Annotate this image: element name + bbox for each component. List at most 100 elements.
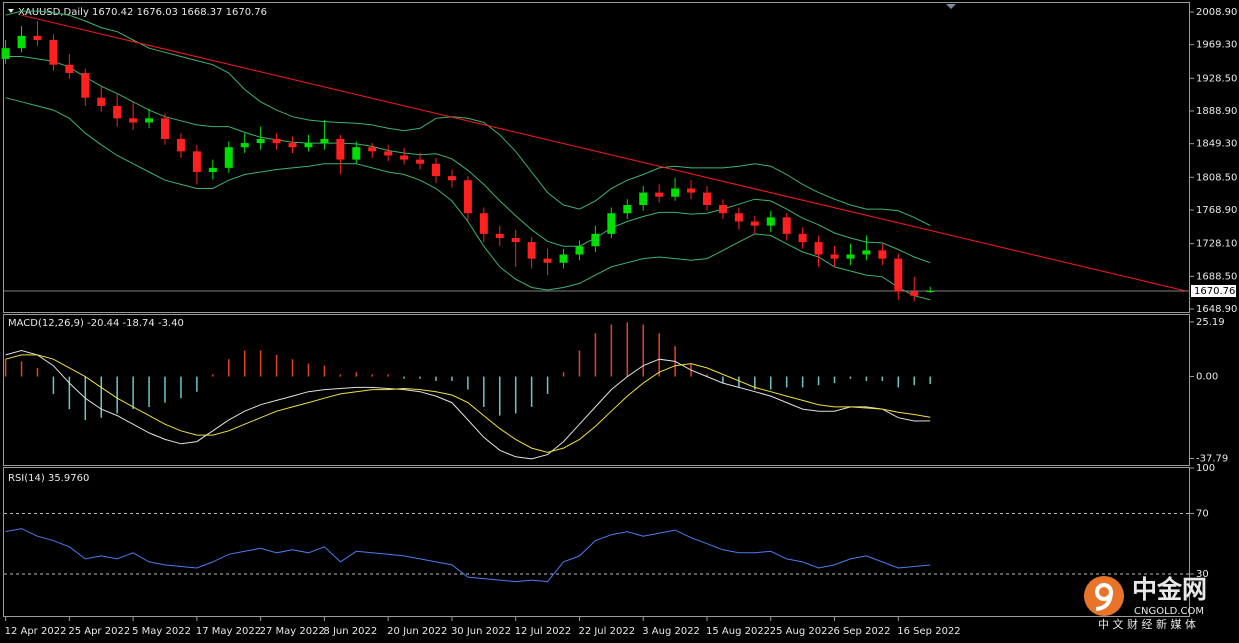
candle-body bbox=[49, 39, 58, 65]
candle-body bbox=[256, 138, 265, 144]
last-price-label: 1670.76 bbox=[1194, 286, 1235, 297]
shift-marker bbox=[946, 4, 956, 9]
candle-body bbox=[224, 147, 233, 168]
rsi-pane bbox=[3, 467, 1190, 617]
candle-body bbox=[862, 250, 871, 255]
candle-body bbox=[129, 118, 138, 123]
candle-body bbox=[655, 192, 664, 197]
logo-circle bbox=[1084, 576, 1124, 616]
candle-body bbox=[910, 291, 919, 296]
y-tick-label: 2008.90 bbox=[1196, 7, 1237, 18]
candle-body bbox=[81, 72, 90, 98]
x-tick-label: 3 Aug 2022 bbox=[642, 626, 700, 637]
logo-tagline: 中 文 财 经 新 媒 体 bbox=[1098, 617, 1196, 631]
x-tick-label: 16 Sep 2022 bbox=[897, 626, 960, 637]
x-tick-label: 25 Aug 2022 bbox=[770, 626, 834, 637]
candle-body bbox=[145, 118, 154, 123]
candle-body bbox=[113, 105, 122, 119]
watermark: 中金网 CNGOLD.COM 中 文 财 经 新 媒 体 bbox=[1084, 575, 1207, 631]
y-tick-label: 1688.50 bbox=[1196, 271, 1237, 282]
candle-body bbox=[687, 188, 696, 193]
candle-body bbox=[639, 192, 648, 205]
candle-body bbox=[798, 233, 807, 243]
candle-body bbox=[894, 258, 903, 292]
macd-line bbox=[5, 354, 931, 453]
candle-body bbox=[320, 138, 329, 144]
x-tick-label: 12 Apr 2022 bbox=[5, 626, 67, 637]
candle-body bbox=[240, 143, 249, 148]
y-tick-label: 25.19 bbox=[1196, 317, 1225, 328]
candle-body bbox=[400, 155, 409, 160]
x-tick-label: 22 Jul 2022 bbox=[578, 626, 635, 637]
candle-body bbox=[288, 143, 297, 148]
candle-body bbox=[671, 188, 680, 197]
price-title: XAUUSD,Daily 1670.42 1676.03 1668.37 167… bbox=[18, 7, 267, 18]
y-tick-label: 1768.90 bbox=[1196, 205, 1237, 216]
candle-body bbox=[17, 35, 26, 49]
candle-body bbox=[559, 254, 568, 263]
candle-body bbox=[272, 138, 281, 144]
band-middle bbox=[5, 56, 931, 264]
candle-body bbox=[511, 237, 520, 243]
candle-body bbox=[352, 147, 361, 160]
y-tick-label: 0.00 bbox=[1196, 372, 1218, 383]
y-tick-label: 1849.30 bbox=[1196, 139, 1237, 150]
candle-body bbox=[479, 213, 488, 234]
candle-body bbox=[304, 143, 313, 148]
candle-body bbox=[33, 35, 42, 40]
candle-body bbox=[384, 151, 393, 156]
x-tick-label: 12 Jul 2022 bbox=[515, 626, 572, 637]
candle-body bbox=[623, 204, 632, 214]
candle-body bbox=[463, 180, 472, 214]
candle-body bbox=[718, 204, 727, 214]
y-tick-label: 100 bbox=[1196, 463, 1215, 474]
candle-body bbox=[431, 163, 440, 177]
candle-body bbox=[926, 290, 935, 292]
x-tick-label: 27 May 2022 bbox=[260, 626, 325, 637]
y-tick-label: 1888.90 bbox=[1196, 106, 1237, 117]
candle-body bbox=[495, 233, 504, 238]
candle-body bbox=[591, 233, 600, 247]
candle-body bbox=[846, 254, 855, 259]
x-tick-label: 15 Aug 2022 bbox=[706, 626, 770, 637]
candle-body bbox=[447, 176, 456, 181]
x-tick-label: 5 May 2022 bbox=[132, 626, 191, 637]
last-price-box bbox=[1191, 284, 1236, 297]
logo-mark bbox=[1095, 583, 1113, 601]
candle-body bbox=[702, 192, 711, 205]
x-tick-label: 25 Apr 2022 bbox=[68, 626, 130, 637]
rsi-title: RSI(14) 35.9760 bbox=[8, 473, 89, 484]
candle-body bbox=[814, 242, 823, 255]
candle-body bbox=[543, 258, 552, 263]
candle-body bbox=[527, 242, 536, 259]
candle-body bbox=[830, 254, 839, 259]
x-tick-label: 20 Jun 2022 bbox=[387, 626, 447, 637]
candle-body bbox=[176, 138, 185, 152]
band-upper bbox=[5, 10, 931, 227]
candle-body bbox=[65, 64, 74, 73]
y-tick-label: 70 bbox=[1196, 508, 1209, 519]
candle-body bbox=[208, 167, 217, 172]
logo-text: 中金网 bbox=[1132, 575, 1207, 604]
candle-body bbox=[878, 250, 887, 259]
candle-body bbox=[575, 246, 584, 255]
candle-body bbox=[336, 138, 345, 160]
candle-body bbox=[782, 217, 791, 234]
y-tick-label: 1969.30 bbox=[1196, 40, 1237, 51]
macd-pane bbox=[3, 314, 1190, 466]
y-tick-label: 30 bbox=[1196, 569, 1209, 580]
candle-body bbox=[161, 118, 170, 139]
y-tick-label: 1808.50 bbox=[1196, 172, 1237, 183]
rsi-line bbox=[5, 528, 931, 583]
candle-body bbox=[750, 221, 759, 226]
candle-body bbox=[416, 159, 425, 164]
price-pane bbox=[3, 2, 1190, 313]
logo-mark bbox=[1095, 592, 1113, 611]
logo-site: CNGOLD.COM bbox=[1134, 606, 1204, 617]
trendline bbox=[21, 14, 1186, 292]
x-tick-label: 17 May 2022 bbox=[196, 626, 261, 637]
y-tick-label: 1728.10 bbox=[1196, 239, 1237, 250]
x-tick-label: 6 Sep 2022 bbox=[834, 626, 891, 637]
